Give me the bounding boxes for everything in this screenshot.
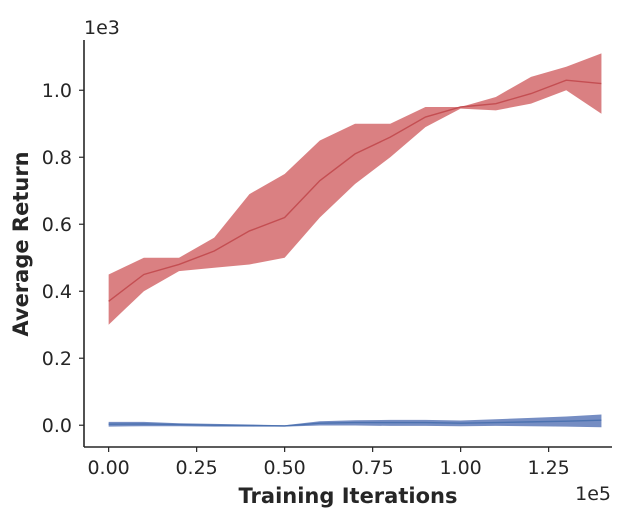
series-blue-band <box>108 414 602 428</box>
y-tick-label: 0.6 <box>42 214 72 236</box>
y-tick-label: 0.4 <box>42 281 72 303</box>
y-tick-label: 0.2 <box>42 348 72 370</box>
series-blue-mean-line <box>108 419 602 427</box>
series-red-band <box>108 53 602 325</box>
x-axis-title: Training Iterations <box>239 484 458 508</box>
y-tick-label: 0.8 <box>42 147 72 169</box>
mean-lines <box>108 79 602 427</box>
x-tick-label: 0.00 <box>87 457 129 479</box>
x-tick-label: 1.25 <box>527 457 569 479</box>
y-ticks: 0.0 0.2 0.4 0.6 0.8 1.0 <box>42 80 84 437</box>
x-tick-label: 0.25 <box>175 457 217 479</box>
x-tick-label: 1.00 <box>439 457 481 479</box>
y-tick-label: 1.0 <box>42 80 72 102</box>
x-tick-label: 0.75 <box>351 457 393 479</box>
series-red-mean-line <box>108 79 602 302</box>
y-axis-title: Average Return <box>9 151 33 336</box>
y-tick-label: 0.0 <box>42 415 72 437</box>
y-exponent-label: 1e3 <box>84 17 120 39</box>
confidence-bands <box>108 53 602 428</box>
x-ticks: 0.00 0.25 0.50 0.75 1.00 1.25 <box>87 447 570 479</box>
x-tick-label: 0.50 <box>263 457 305 479</box>
x-exponent-label: 1e5 <box>575 483 611 505</box>
